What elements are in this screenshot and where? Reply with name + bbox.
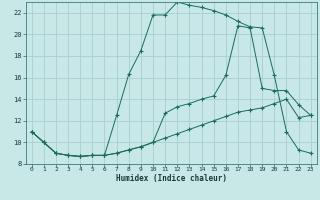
X-axis label: Humidex (Indice chaleur): Humidex (Indice chaleur) xyxy=(116,174,227,183)
